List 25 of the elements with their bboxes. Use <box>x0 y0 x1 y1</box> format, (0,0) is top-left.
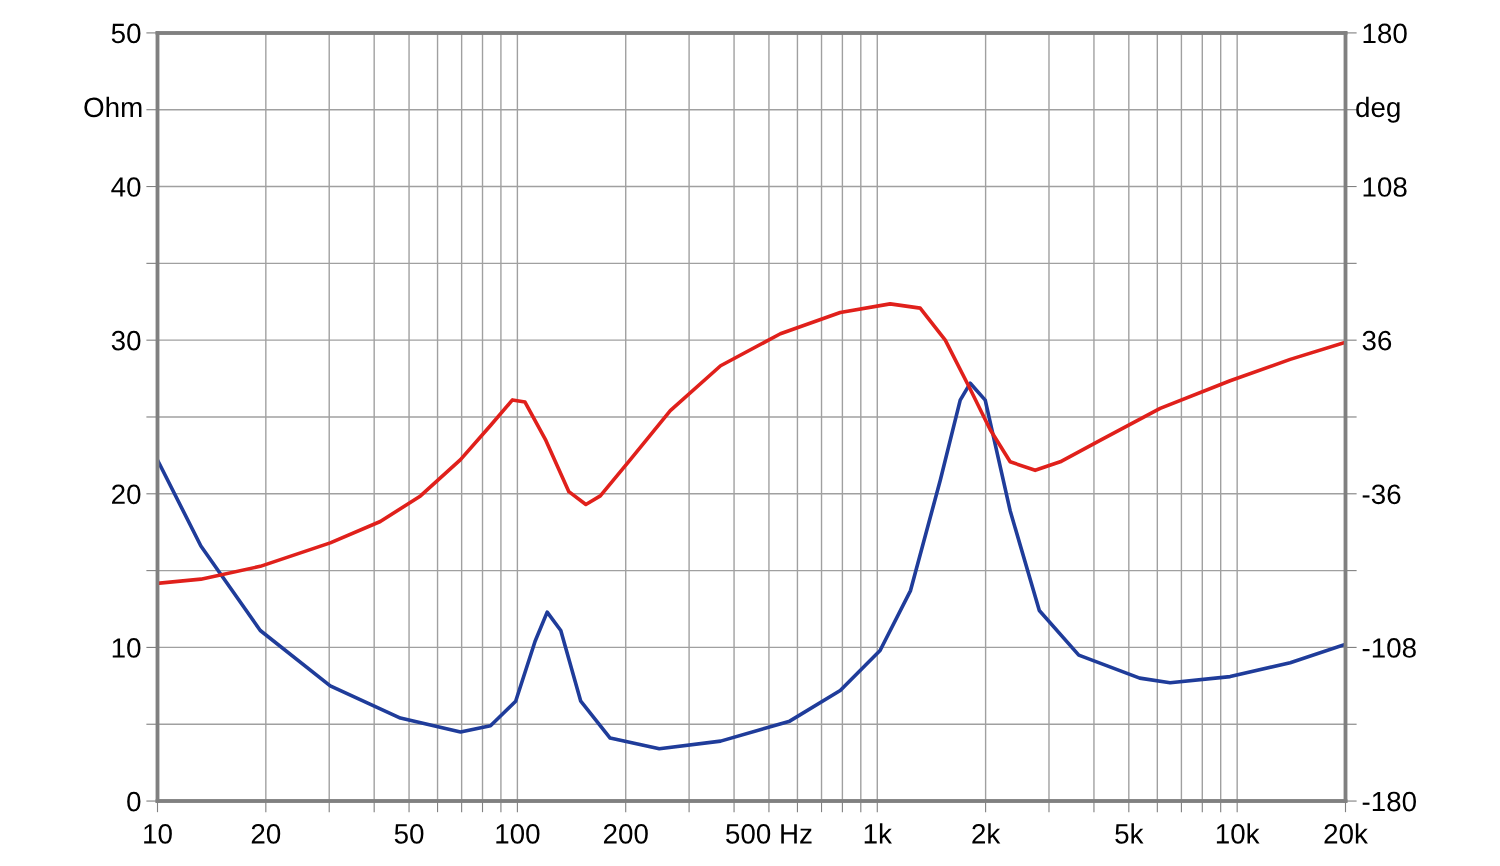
x-tick-label: 20 <box>251 824 281 844</box>
x-tick-label: 100 <box>496 824 540 844</box>
y2-axis-title: deg <box>1356 96 1400 123</box>
y2-tick-label: 108 <box>1363 177 1407 197</box>
y2-tick-label: 36 <box>1362 330 1392 351</box>
y-tick-label: 10 <box>112 638 141 658</box>
y-tick-label: 0 <box>127 791 141 812</box>
x-tick-label: 1k <box>864 823 892 844</box>
y-axis-title: Ohm <box>84 96 142 118</box>
y2-tick-label: 180 <box>1363 23 1407 44</box>
y-tick-label: 20 <box>112 484 141 505</box>
y2-tick-label: -36 <box>1362 484 1401 505</box>
x-tick-label: 20k <box>1324 823 1368 844</box>
x-tick-label: 500 Hz <box>726 824 812 844</box>
y2-tick-label: -180 <box>1362 791 1416 812</box>
y-tick-label: 50 <box>111 23 141 44</box>
y-tick-label: 40 <box>111 177 141 197</box>
x-tick-label: 50 <box>394 824 424 844</box>
y2-tick-label: -108 <box>1362 638 1416 658</box>
x-tick-label: 200 <box>603 824 648 844</box>
x-tick-label: 10k <box>1216 823 1260 844</box>
x-tick-label: 10 <box>144 824 172 844</box>
y-tick-label: 30 <box>111 330 141 351</box>
x-tick-label: 2k <box>972 823 1001 844</box>
x-tick-label: 5k <box>1115 823 1144 844</box>
